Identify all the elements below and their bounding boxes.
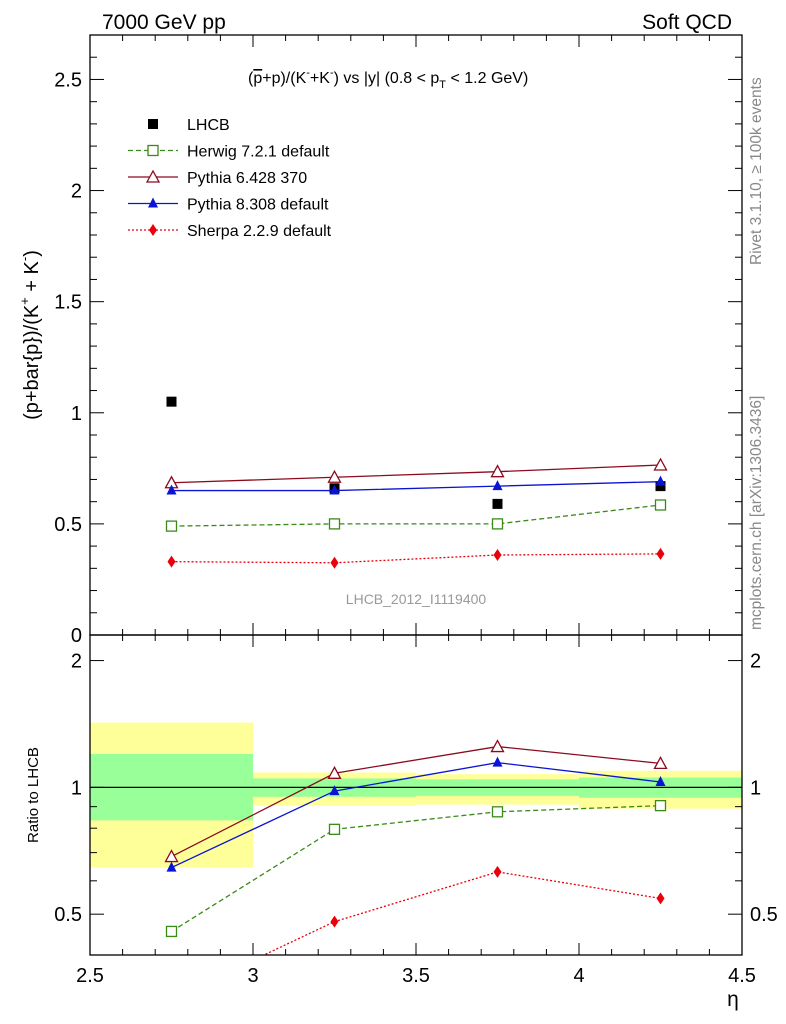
main-point-pythia-8-308-default	[655, 475, 666, 486]
ratio-y-axis-label: Ratio to LHCB	[25, 747, 42, 843]
legend-label-lhcb: LHCB	[187, 117, 230, 134]
rivet-label: Rivet 3.1.10, ≥ 100k events	[748, 77, 765, 265]
ratio-point-pythia-6-428-370	[164, 849, 179, 863]
ratio-point-sherpa-2-2-9-default	[656, 892, 665, 905]
main-series-group	[164, 396, 668, 569]
main-y-tick-label: 1	[71, 403, 82, 425]
ratio-y-tick-label: 1	[71, 777, 82, 799]
ratio-point-pythia-6-428-370	[327, 765, 342, 779]
ratio-line-pythia-8-308-default	[171, 761, 661, 869]
ratio-line-herwig-7-2-1-default	[171, 804, 661, 932]
main-point-lhcb	[492, 498, 503, 509]
ratio-y-tick-label-right: 1	[750, 777, 761, 799]
ratio-y-tick-label-right: 2	[750, 651, 761, 673]
legend-label-herwig-7-2-1-default: Herwig 7.2.1 default	[187, 144, 330, 161]
ratio-point-pythia-8-308-default	[492, 756, 503, 767]
legend-label-pythia-8-308-default: Pythia 8.308 default	[187, 197, 329, 214]
main-point-pythia-6-428-370	[490, 464, 505, 478]
ratio-line-pythia-6-428-370	[171, 745, 661, 858]
main-point-lhcb	[655, 481, 666, 492]
main-point-lhcb	[166, 396, 177, 407]
main-y-tick-label: 1.5	[54, 292, 82, 314]
ratio-y-tick-label: 0.5	[54, 904, 82, 926]
ratio-point-pythia-8-308-default	[329, 785, 340, 796]
main-y-tick-label-zero: 0	[71, 625, 82, 647]
legend-marker-herwig-7-2-1-default	[147, 144, 159, 157]
x-tick-label: 2.5	[76, 965, 104, 987]
main-point-sherpa-2-2-9-default	[656, 547, 665, 560]
main-point-pythia-8-308-default	[329, 484, 340, 495]
header-left-label: 7000 GeV pp	[102, 11, 226, 34]
x-axis-label: η	[727, 988, 739, 1011]
ratio-point-pythia-8-308-default	[655, 775, 666, 786]
main-y-tick-label: 2.5	[54, 69, 82, 91]
main-plot-title: (p+p)/(K-+K-) vs |y| (0.8 < pT < 1.2 GeV…	[248, 67, 528, 91]
main-point-herwig-7-2-1-default	[491, 518, 504, 530]
legend-marker-pythia-8-308-default	[148, 197, 158, 208]
legend-label-pythia-6-428-370: Pythia 6.428 370	[187, 170, 307, 187]
ratio-point-herwig-7-2-1-default	[165, 925, 178, 938]
analysis-watermark: LHCB_2012_I1119400	[346, 591, 487, 607]
legend-marker-lhcb	[148, 119, 158, 129]
main-point-pythia-8-308-default	[492, 480, 503, 491]
ratio-point-pythia-6-428-370	[490, 739, 505, 753]
data-series	[164, 396, 668, 955]
main-line-pythia-6-428-370	[171, 464, 661, 484]
ratio-point-sherpa-2-2-9-default	[330, 915, 339, 928]
x-tick-label: 4.5	[728, 965, 756, 987]
ratio-series-group	[164, 739, 668, 955]
legend: LHCB Herwig 7.2.1 default Pythia 6.428 370…	[128, 117, 332, 240]
ratio-point-pythia-8-308-default	[166, 861, 177, 872]
main-y-tick-label: 0.5	[54, 514, 82, 536]
ratio-y-tick-label: 2	[71, 651, 82, 673]
ratio-plot-frame	[89, 634, 743, 956]
main-y-axis-label: (p+bar{p})/(K+ + K-)	[17, 250, 43, 420]
main-point-herwig-7-2-1-default	[328, 518, 341, 530]
ratio-line-sherpa-2-2-9-default	[262, 871, 661, 955]
main-line-sherpa-2-2-9-default	[171, 553, 661, 564]
main-y-tick-label: 2	[71, 181, 82, 203]
ratio-point-herwig-7-2-1-default	[328, 823, 341, 835]
main-point-pythia-8-308-default	[166, 484, 177, 495]
main-point-sherpa-2-2-9-default	[167, 555, 176, 568]
mcplots-label: mcplots.cern.ch [arXiv:1306.3436]	[748, 396, 765, 630]
uncertainty-bands	[90, 722, 742, 868]
ratio-y-tick-label-right: 0.5	[750, 904, 778, 926]
main-point-herwig-7-2-1-default	[654, 499, 667, 511]
legend-label-sherpa-2-2-9-default: Sherpa 2.2.9 default	[187, 223, 332, 240]
ratio-point-sherpa-2-2-9-default	[493, 865, 502, 878]
x-tick-label: 3	[247, 965, 258, 987]
x-tick-label: 3.5	[402, 965, 430, 987]
main-point-sherpa-2-2-9-default	[330, 556, 339, 569]
main-line-herwig-7-2-1-default	[171, 504, 661, 527]
main-point-herwig-7-2-1-default	[165, 520, 178, 532]
legend-marker-pythia-6-428-370	[145, 169, 161, 183]
main-point-sherpa-2-2-9-default	[493, 549, 502, 561]
main-point-pythia-6-428-370	[327, 469, 342, 483]
header-right-label: Soft QCD	[642, 11, 732, 34]
ratio-point-herwig-7-2-1-default	[491, 806, 504, 818]
x-tick-label: 4	[573, 965, 584, 987]
main-line-pythia-8-308-default	[171, 481, 661, 492]
ratio-point-herwig-7-2-1-default	[654, 799, 667, 812]
ratio-point-pythia-6-428-370	[653, 756, 668, 770]
main-point-pythia-6-428-370	[653, 457, 668, 471]
legend-marker-sherpa-2-2-9-default	[149, 224, 157, 236]
